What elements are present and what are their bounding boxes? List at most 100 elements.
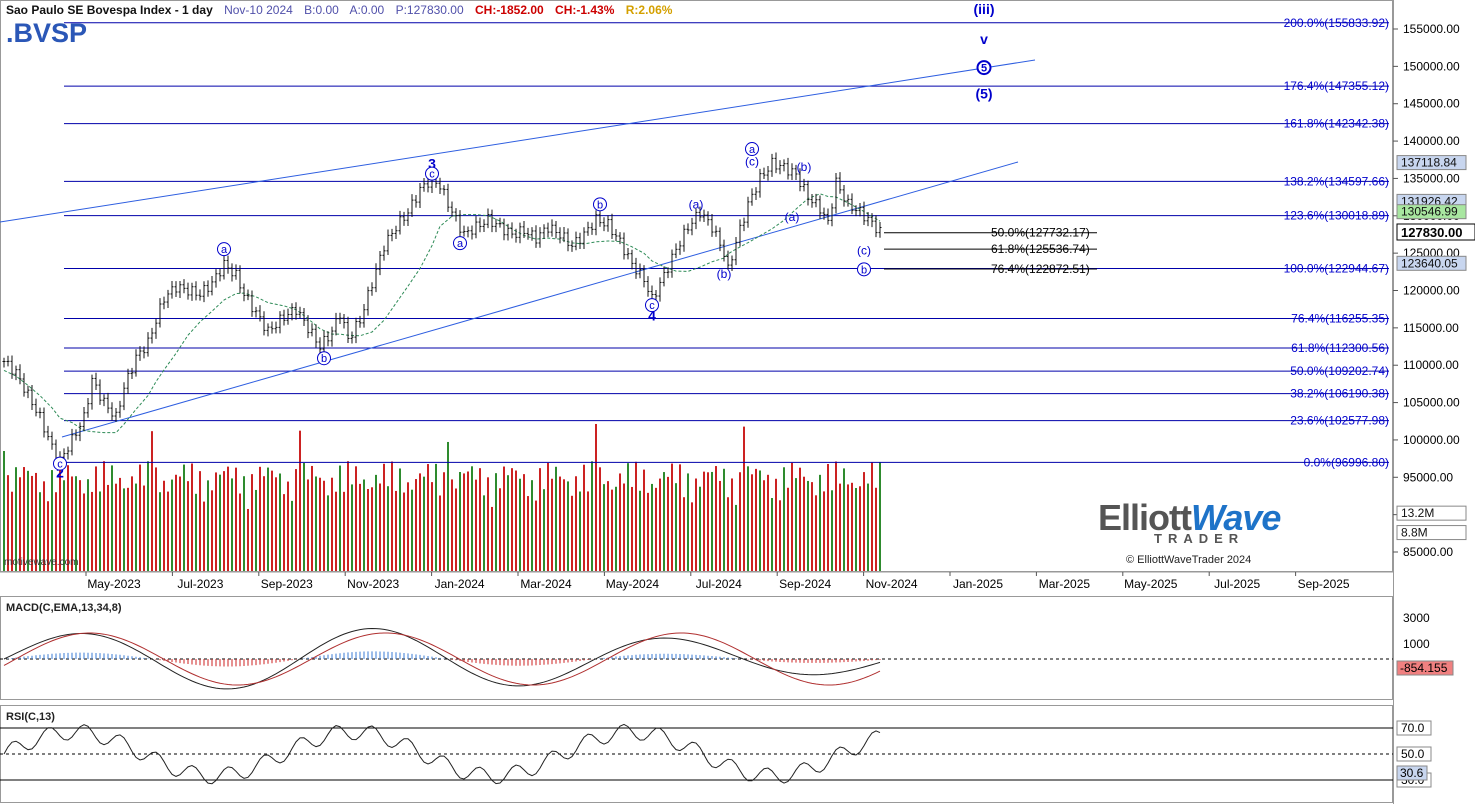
volume-bar	[815, 495, 817, 571]
volume-bar	[771, 498, 773, 571]
macd-value-tag	[1396, 660, 1454, 676]
volume-bar	[607, 481, 609, 571]
volume-bar	[215, 472, 217, 571]
wave-label: a	[221, 244, 228, 256]
volume-bar	[751, 474, 753, 571]
volume-bar	[231, 478, 233, 571]
time-tick-label: Nov-2023	[347, 577, 399, 591]
volume-bar	[207, 480, 209, 571]
volume-bar	[651, 483, 653, 571]
volume-bar	[827, 463, 829, 571]
volume-bar	[455, 488, 457, 571]
volume-bar	[51, 470, 53, 571]
volume-bar	[571, 495, 573, 571]
macd-value-label: -854.155	[1400, 661, 1448, 675]
volume-bar	[311, 465, 313, 571]
volume-bar	[863, 472, 865, 571]
wave-label: (c)	[745, 155, 759, 169]
rsi-line	[3, 723, 881, 785]
logo-subtext: TRADER	[1154, 531, 1245, 546]
rsi-value-label: 30.6	[1400, 766, 1424, 780]
wave-label: 2	[56, 464, 64, 480]
macd-pane-border	[0, 596, 1393, 700]
volume-bar	[623, 483, 625, 571]
moving-average-line	[3, 193, 881, 434]
header-price: P:127830.00	[395, 3, 464, 17]
volume-bar	[495, 473, 497, 571]
fib-level-label: 61.8%(112300.56)	[1291, 341, 1389, 355]
volume-bar	[443, 472, 445, 571]
volume-bar	[459, 472, 461, 571]
volume-bar	[47, 501, 49, 571]
volume-bar	[739, 472, 741, 571]
volume-bar	[291, 500, 293, 571]
macd-tick-label: 3000	[1403, 611, 1430, 625]
volume-bar	[587, 491, 589, 571]
volume-bar	[419, 473, 421, 571]
rsi-title: RSI(C,13)	[6, 711, 55, 723]
volume-bar	[123, 488, 125, 571]
rsi-tick-box	[1396, 746, 1432, 762]
volume-bar	[627, 463, 629, 571]
volume-bar	[91, 491, 93, 571]
volume-bar	[763, 480, 765, 571]
volume-bar	[787, 487, 789, 571]
volume-bar	[171, 479, 173, 571]
volume-bar	[515, 470, 517, 571]
volume-bar	[103, 461, 105, 571]
volume-bar	[307, 479, 309, 571]
rsi-value-tag	[1396, 765, 1428, 781]
rsi-tick-box	[1396, 720, 1432, 736]
time-tick-label: Mar-2025	[1039, 577, 1091, 591]
volume-bar	[211, 490, 213, 571]
wave-label: (a)	[689, 197, 704, 211]
price-tick-label: 115000.00	[1403, 321, 1459, 335]
volume-bar	[243, 476, 245, 571]
volume-bar	[371, 487, 373, 571]
volume-bar	[147, 461, 149, 571]
time-tick-label: Mar-2024	[520, 577, 572, 591]
volume-bar	[163, 480, 165, 571]
volume-bar	[407, 482, 409, 571]
volume-bar	[271, 470, 273, 571]
volume-bar	[339, 465, 341, 571]
last-price-label: 127830.00	[1401, 225, 1462, 240]
volume-bar	[795, 478, 797, 571]
volume-bar	[791, 462, 793, 571]
volume-bar	[687, 473, 689, 571]
volume-bar	[331, 477, 333, 571]
volume-bar	[575, 476, 577, 571]
volume-bar	[423, 476, 425, 571]
volume-bar	[67, 465, 69, 571]
volume-bar	[107, 484, 109, 571]
volume-bar	[391, 461, 393, 571]
volume-bar	[835, 461, 837, 571]
volume-bar	[59, 463, 61, 571]
volume-bar	[603, 484, 605, 571]
volume-bar	[531, 480, 533, 571]
volume-bar	[639, 490, 641, 571]
price-tick-label: 95000.00	[1403, 470, 1453, 484]
volume-bar	[643, 469, 645, 571]
fib-level-label: 200.0%(155833.92)	[1284, 16, 1389, 30]
volume-bar	[3, 451, 5, 571]
volume-bar	[299, 430, 301, 571]
header-range: R:2.06%	[625, 3, 673, 17]
volume-bar	[595, 423, 597, 571]
volume-bar	[379, 483, 381, 571]
wave-label-circle	[857, 262, 871, 277]
volume-bar	[591, 461, 593, 571]
volume-bar	[583, 464, 585, 571]
volume-bar	[463, 473, 465, 571]
time-tick-label: Sep-2025	[1298, 577, 1350, 591]
price-tick-label: 105000.00	[1403, 396, 1460, 410]
volume-bar	[167, 491, 169, 571]
volume-bar	[95, 466, 97, 571]
volume-bar	[599, 467, 601, 571]
volume-bar	[187, 481, 189, 571]
wave-label: c	[649, 300, 655, 312]
volume-bar	[23, 467, 25, 571]
volume-bar	[263, 476, 265, 571]
instrument-title: Sao Paulo SE Bovespa Index - 1 day	[6, 3, 213, 17]
